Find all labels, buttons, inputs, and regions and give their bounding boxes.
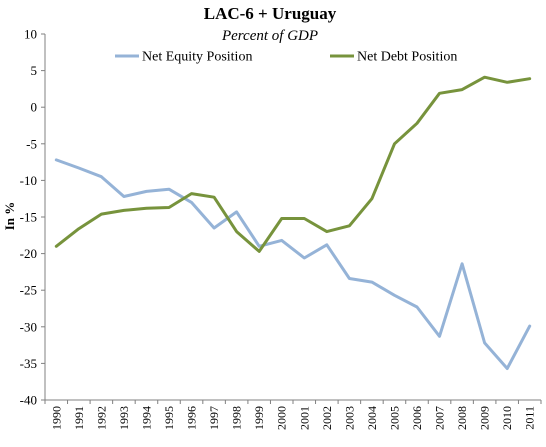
series-line-net-equity-position	[54, 158, 532, 370]
x-tick-label: 2003	[342, 406, 356, 430]
y-tick-label: -5	[26, 136, 37, 151]
x-tick-label: 1995	[162, 406, 176, 430]
x-tick-label: 2004	[365, 406, 379, 430]
x-tick-label: 1993	[117, 406, 131, 430]
chart-title: LAC-6 + Uruguay	[204, 4, 337, 23]
y-axis-label: In %	[2, 202, 17, 231]
y-tick-label: 5	[31, 63, 38, 78]
x-tick-label: 1994	[139, 406, 153, 430]
x-tick-label: 2008	[455, 406, 469, 430]
y-tick-label: -15	[20, 210, 37, 225]
y-tick-label: 0	[31, 100, 38, 115]
x-tick-label: 1997	[207, 406, 221, 430]
y-tick-label: -25	[20, 283, 37, 298]
x-tick-label: 2010	[500, 406, 514, 430]
x-tick-label: 2007	[433, 406, 447, 430]
chart-subtitle: Percent of GDP	[221, 28, 318, 44]
y-tick-label: 10	[24, 27, 37, 42]
y-tick-label: -10	[20, 173, 37, 188]
axes: 10 5 0 -5 -10 -15 -20 -25 -30 -35 -40 1990 1991 1992 1…	[20, 27, 542, 430]
x-tick-label: 2005	[387, 406, 401, 430]
x-tick-label: 1996	[185, 406, 199, 430]
y-tick-label: -35	[20, 356, 37, 371]
x-tick-label: 2002	[320, 406, 334, 430]
y-tick-label: -20	[20, 246, 37, 261]
legend-label: Net Equity Position	[142, 50, 252, 65]
x-tick-label: 2009	[478, 406, 492, 430]
x-tick-label: 1991	[72, 406, 86, 430]
x-tick-label: 1999	[252, 406, 266, 430]
series-layer	[54, 75, 532, 370]
y-tick-label: -30	[20, 319, 37, 334]
y-tick-label: -40	[20, 393, 37, 408]
x-tick-label: 2001	[297, 406, 311, 430]
legend-label: Net Debt Position	[357, 50, 457, 65]
series-line-net-debt-position	[54, 75, 532, 253]
legend: Net Equity Position Net Debt Position	[115, 50, 457, 65]
x-tick-label: 1998	[230, 406, 244, 430]
x-tick-label: 1990	[49, 406, 63, 430]
x-tick-label: 1992	[94, 406, 108, 430]
x-tick-label: 2011	[523, 406, 537, 430]
x-tick-label: 2000	[275, 406, 289, 430]
x-tick-label: 2006	[410, 406, 424, 430]
